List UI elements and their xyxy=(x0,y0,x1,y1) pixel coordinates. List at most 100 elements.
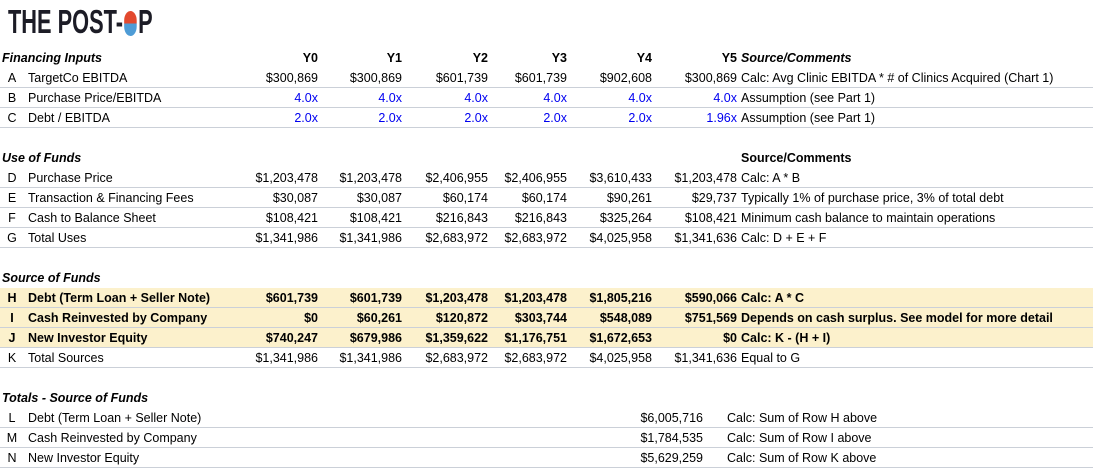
cell-value-y5: $1,341,636 xyxy=(674,230,737,245)
cell-value-y1: $1,203,478 xyxy=(339,170,402,185)
cell-value-y3: $216,843 xyxy=(514,210,567,225)
table-row-m-total-cash-reinvested: M Cash Reinvested by Company $1,784,535 … xyxy=(0,428,1093,448)
column-header-y4: Y4 xyxy=(636,51,652,65)
column-header-y0: Y0 xyxy=(302,51,318,65)
logo-text-right: P xyxy=(138,3,153,40)
section-title: Use of Funds xyxy=(2,151,82,165)
cell-value-y4: $548,089 xyxy=(599,310,652,325)
cell-value-y2: $2,683,972 xyxy=(425,350,488,365)
table-row-k-total-sources: K Total Sources $1,341,986 $1,341,986 $2… xyxy=(0,348,1093,368)
cell-row-label: Total Sources xyxy=(28,350,104,365)
cell-input-y0[interactable]: 4.0x xyxy=(294,90,318,105)
cell-input-y1[interactable]: 4.0x xyxy=(378,90,402,105)
cell-value-y1: $1,341,986 xyxy=(339,230,402,245)
cell-input-y0[interactable]: 2.0x xyxy=(294,110,318,125)
cell-row-label: Debt (Term Loan + Seller Note) xyxy=(28,290,211,305)
cell-value-y5: $300,869 xyxy=(684,70,737,85)
cell-row-label: Debt / EBITDA xyxy=(28,110,110,125)
cell-input-y5[interactable]: 4.0x xyxy=(713,90,737,105)
cell-comment: Calc: K - (H + I) xyxy=(741,330,831,345)
cell-value-y4: $4,025,958 xyxy=(589,350,652,365)
table-row-c-debt-ebitda: C Debt / EBITDA 2.0x 2.0x 2.0x 2.0x 2.0x… xyxy=(0,108,1093,128)
cell-value-y5: $1,203,478 xyxy=(674,170,737,185)
cell-row-letter: D xyxy=(7,170,17,185)
cell-input-y3[interactable]: 4.0x xyxy=(543,90,567,105)
cell-input-y3[interactable]: 2.0x xyxy=(543,110,567,125)
cell-value-y0: $0 xyxy=(304,310,318,325)
cell-value-y0: $1,341,986 xyxy=(255,230,318,245)
section-spacer xyxy=(0,368,1093,388)
cell-input-y2[interactable]: 2.0x xyxy=(464,110,488,125)
table-row-e-transaction-fees: E Transaction & Financing Fees $30,087 $… xyxy=(0,188,1093,208)
column-header-y2: Y2 xyxy=(472,51,488,65)
cell-value-y5: $590,066 xyxy=(684,290,737,305)
cell-row-letter: K xyxy=(7,350,17,365)
cell-row-label: Transaction & Financing Fees xyxy=(28,190,194,205)
cell-value-y5: $0 xyxy=(723,330,737,345)
cell-value-y1: $108,421 xyxy=(349,210,402,225)
cell-value-y3: $1,203,478 xyxy=(504,290,567,305)
app-logo: THE POST- P xyxy=(8,5,153,38)
cell-value-y2: $601,739 xyxy=(435,70,488,85)
cell-row-letter: N xyxy=(7,450,17,465)
cell-comment: Assumption (see Part 1) xyxy=(741,90,876,105)
pill-icon xyxy=(124,10,137,36)
cell-row-letter: M xyxy=(6,430,18,445)
cell-value-y2: $2,406,955 xyxy=(425,170,488,185)
financial-table: Financing Inputs Y0 Y1 Y2 Y3 Y4 Y5 Sourc… xyxy=(0,48,1093,468)
cell-row-letter: I xyxy=(10,310,14,325)
cell-comment: Calc: A * B xyxy=(741,170,801,185)
logo-text-left: THE POST- xyxy=(8,3,123,40)
cell-value-y4: $90,261 xyxy=(606,190,652,205)
cell-row-label: Total Uses xyxy=(28,230,87,245)
cell-comment: Calc: D + E + F xyxy=(741,230,827,245)
cell-value-y2: $2,683,972 xyxy=(425,230,488,245)
cell-input-y4[interactable]: 4.0x xyxy=(628,90,652,105)
cell-value-y1: $679,986 xyxy=(349,330,402,345)
section-header-totals-source-of-funds: Totals - Source of Funds xyxy=(0,388,1093,408)
cell-input-y2[interactable]: 4.0x xyxy=(464,90,488,105)
cell-value-y5: $751,569 xyxy=(684,310,737,325)
column-header-y1: Y1 xyxy=(386,51,402,65)
cell-row-label: Debt (Term Loan + Seller Note) xyxy=(28,410,202,425)
cell-comment: Calc: Sum of Row I above xyxy=(727,430,872,445)
cell-row-label: Cash Reinvested by Company xyxy=(28,310,208,325)
cell-comment: Depends on cash surplus. See model for m… xyxy=(741,310,1053,325)
cell-value-y4: $1,672,653 xyxy=(589,330,652,345)
column-header-source-comments: Source/Comments xyxy=(741,51,852,65)
cell-input-y1[interactable]: 2.0x xyxy=(378,110,402,125)
cell-value-y1: $601,739 xyxy=(349,290,402,305)
cell-value-y0: $601,739 xyxy=(265,290,318,305)
cell-value-y2: $1,359,622 xyxy=(425,330,488,345)
cell-value-y0: $108,421 xyxy=(265,210,318,225)
section-header-financing-inputs: Financing Inputs Y0 Y1 Y2 Y3 Y4 Y5 Sourc… xyxy=(0,48,1093,68)
table-row-l-total-debt: L Debt (Term Loan + Seller Note) $6,005,… xyxy=(0,408,1093,428)
cell-value-y2: $216,843 xyxy=(435,210,488,225)
cell-input-y5[interactable]: 1.96x xyxy=(706,110,737,125)
section-title: Totals - Source of Funds xyxy=(2,391,149,405)
table-row-n-total-new-investor-equity: N New Investor Equity $5,629,259 Calc: S… xyxy=(0,448,1093,468)
table-row-b-purchase-price-ebitda: B Purchase Price/EBITDA 4.0x 4.0x 4.0x 4… xyxy=(0,88,1093,108)
table-row-f-cash-to-balance-sheet: F Cash to Balance Sheet $108,421 $108,42… xyxy=(0,208,1093,228)
cell-comment: Typically 1% of purchase price, 3% of to… xyxy=(741,190,1004,205)
cell-value-y4: $4,025,958 xyxy=(589,230,652,245)
cell-input-y4[interactable]: 2.0x xyxy=(628,110,652,125)
cell-row-letter: J xyxy=(8,330,16,345)
cell-comment: Calc: Sum of Row K above xyxy=(727,450,877,465)
cell-row-letter: F xyxy=(8,210,16,225)
cell-comment: Calc: A * C xyxy=(741,290,804,305)
cell-value-y0: $1,203,478 xyxy=(255,170,318,185)
cell-row-label: New Investor Equity xyxy=(28,450,140,465)
cell-row-label: Cash to Balance Sheet xyxy=(28,210,156,225)
cell-row-letter: G xyxy=(7,230,17,245)
cell-value-y4: $1,805,216 xyxy=(589,290,652,305)
cell-comment: Equal to G xyxy=(741,350,801,365)
column-header-y3: Y3 xyxy=(551,51,567,65)
table-row-j-new-investor-equity: J New Investor Equity $740,247 $679,986 … xyxy=(0,328,1093,348)
cell-comment: Calc: Sum of Row H above xyxy=(727,410,878,425)
section-title: Financing Inputs xyxy=(2,51,102,65)
cell-comment: Minimum cash balance to maintain operati… xyxy=(741,210,996,225)
cell-row-letter: E xyxy=(7,190,17,205)
column-header-y5: Y5 xyxy=(721,51,737,65)
cell-row-label: Cash Reinvested by Company xyxy=(28,430,197,445)
